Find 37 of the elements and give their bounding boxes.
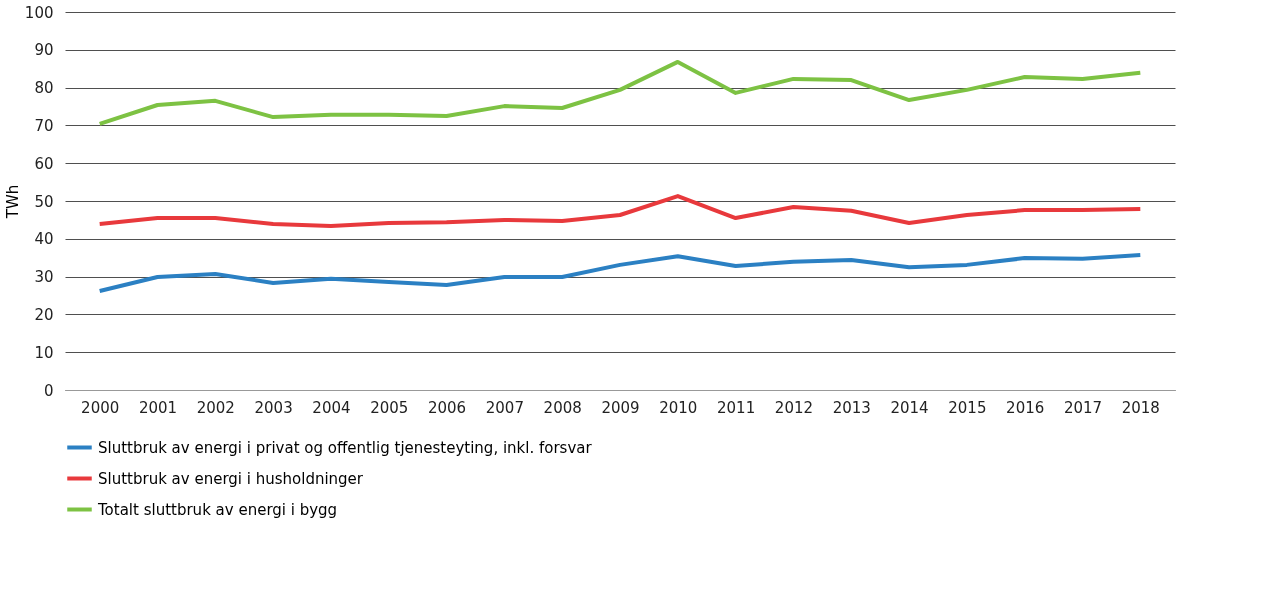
y-tick-label: 40 — [34, 230, 54, 249]
x-tick-label: 2008 — [543, 398, 582, 417]
y-tick-label: 100 — [24, 3, 54, 22]
x-tick-label: 2000 — [81, 398, 120, 417]
x-tick-label: 2017 — [1063, 398, 1103, 417]
y-tick-label: 0 — [43, 381, 54, 400]
x-tick-label: 2016 — [1006, 398, 1045, 417]
x-tick-label: 2002 — [196, 398, 235, 417]
legend-label: Totalt sluttbruk av energi i bygg — [97, 500, 338, 519]
legend-label: Sluttbruk av energi i privat og offentlig tjenesteyting, inkl. forsvar — [98, 438, 593, 457]
legend-label: Sluttbruk av energi i husholdninger — [98, 469, 364, 488]
line-series — [97, 59, 1143, 126]
y-tick-label: 80 — [34, 79, 54, 98]
y-tick-label: 10 — [34, 343, 54, 362]
x-tick-label: 2012 — [774, 398, 814, 417]
y-tick-label: 90 — [34, 41, 54, 60]
x-tick-label: 2004 — [312, 398, 351, 417]
y-tick-label: 50 — [34, 192, 54, 211]
y-tick-label: 20 — [34, 305, 54, 324]
y-axis-title: TWh — [3, 184, 22, 220]
y-tick-label: 60 — [34, 154, 54, 173]
line-series — [97, 253, 1143, 293]
line-series — [97, 194, 1143, 228]
y-tick-label: 30 — [34, 268, 54, 287]
x-tick-label: 2006 — [427, 398, 467, 417]
x-tick-label: 2013 — [832, 398, 871, 417]
x-tick-label: 2009 — [601, 398, 640, 417]
x-tick-label: 2007 — [485, 398, 524, 417]
x-tick-label: 2015 — [948, 398, 987, 417]
x-tick-label: 2011 — [717, 398, 756, 417]
x-tick-label: 2001 — [138, 398, 178, 417]
y-tick-label: 70 — [34, 116, 54, 135]
x-tick-label: 2010 — [659, 398, 698, 417]
x-tick-label: 2014 — [890, 398, 929, 417]
x-tick-label: 2005 — [370, 398, 409, 417]
x-tick-label: 2018 — [1121, 398, 1160, 417]
x-tick-label: 2003 — [254, 398, 293, 417]
